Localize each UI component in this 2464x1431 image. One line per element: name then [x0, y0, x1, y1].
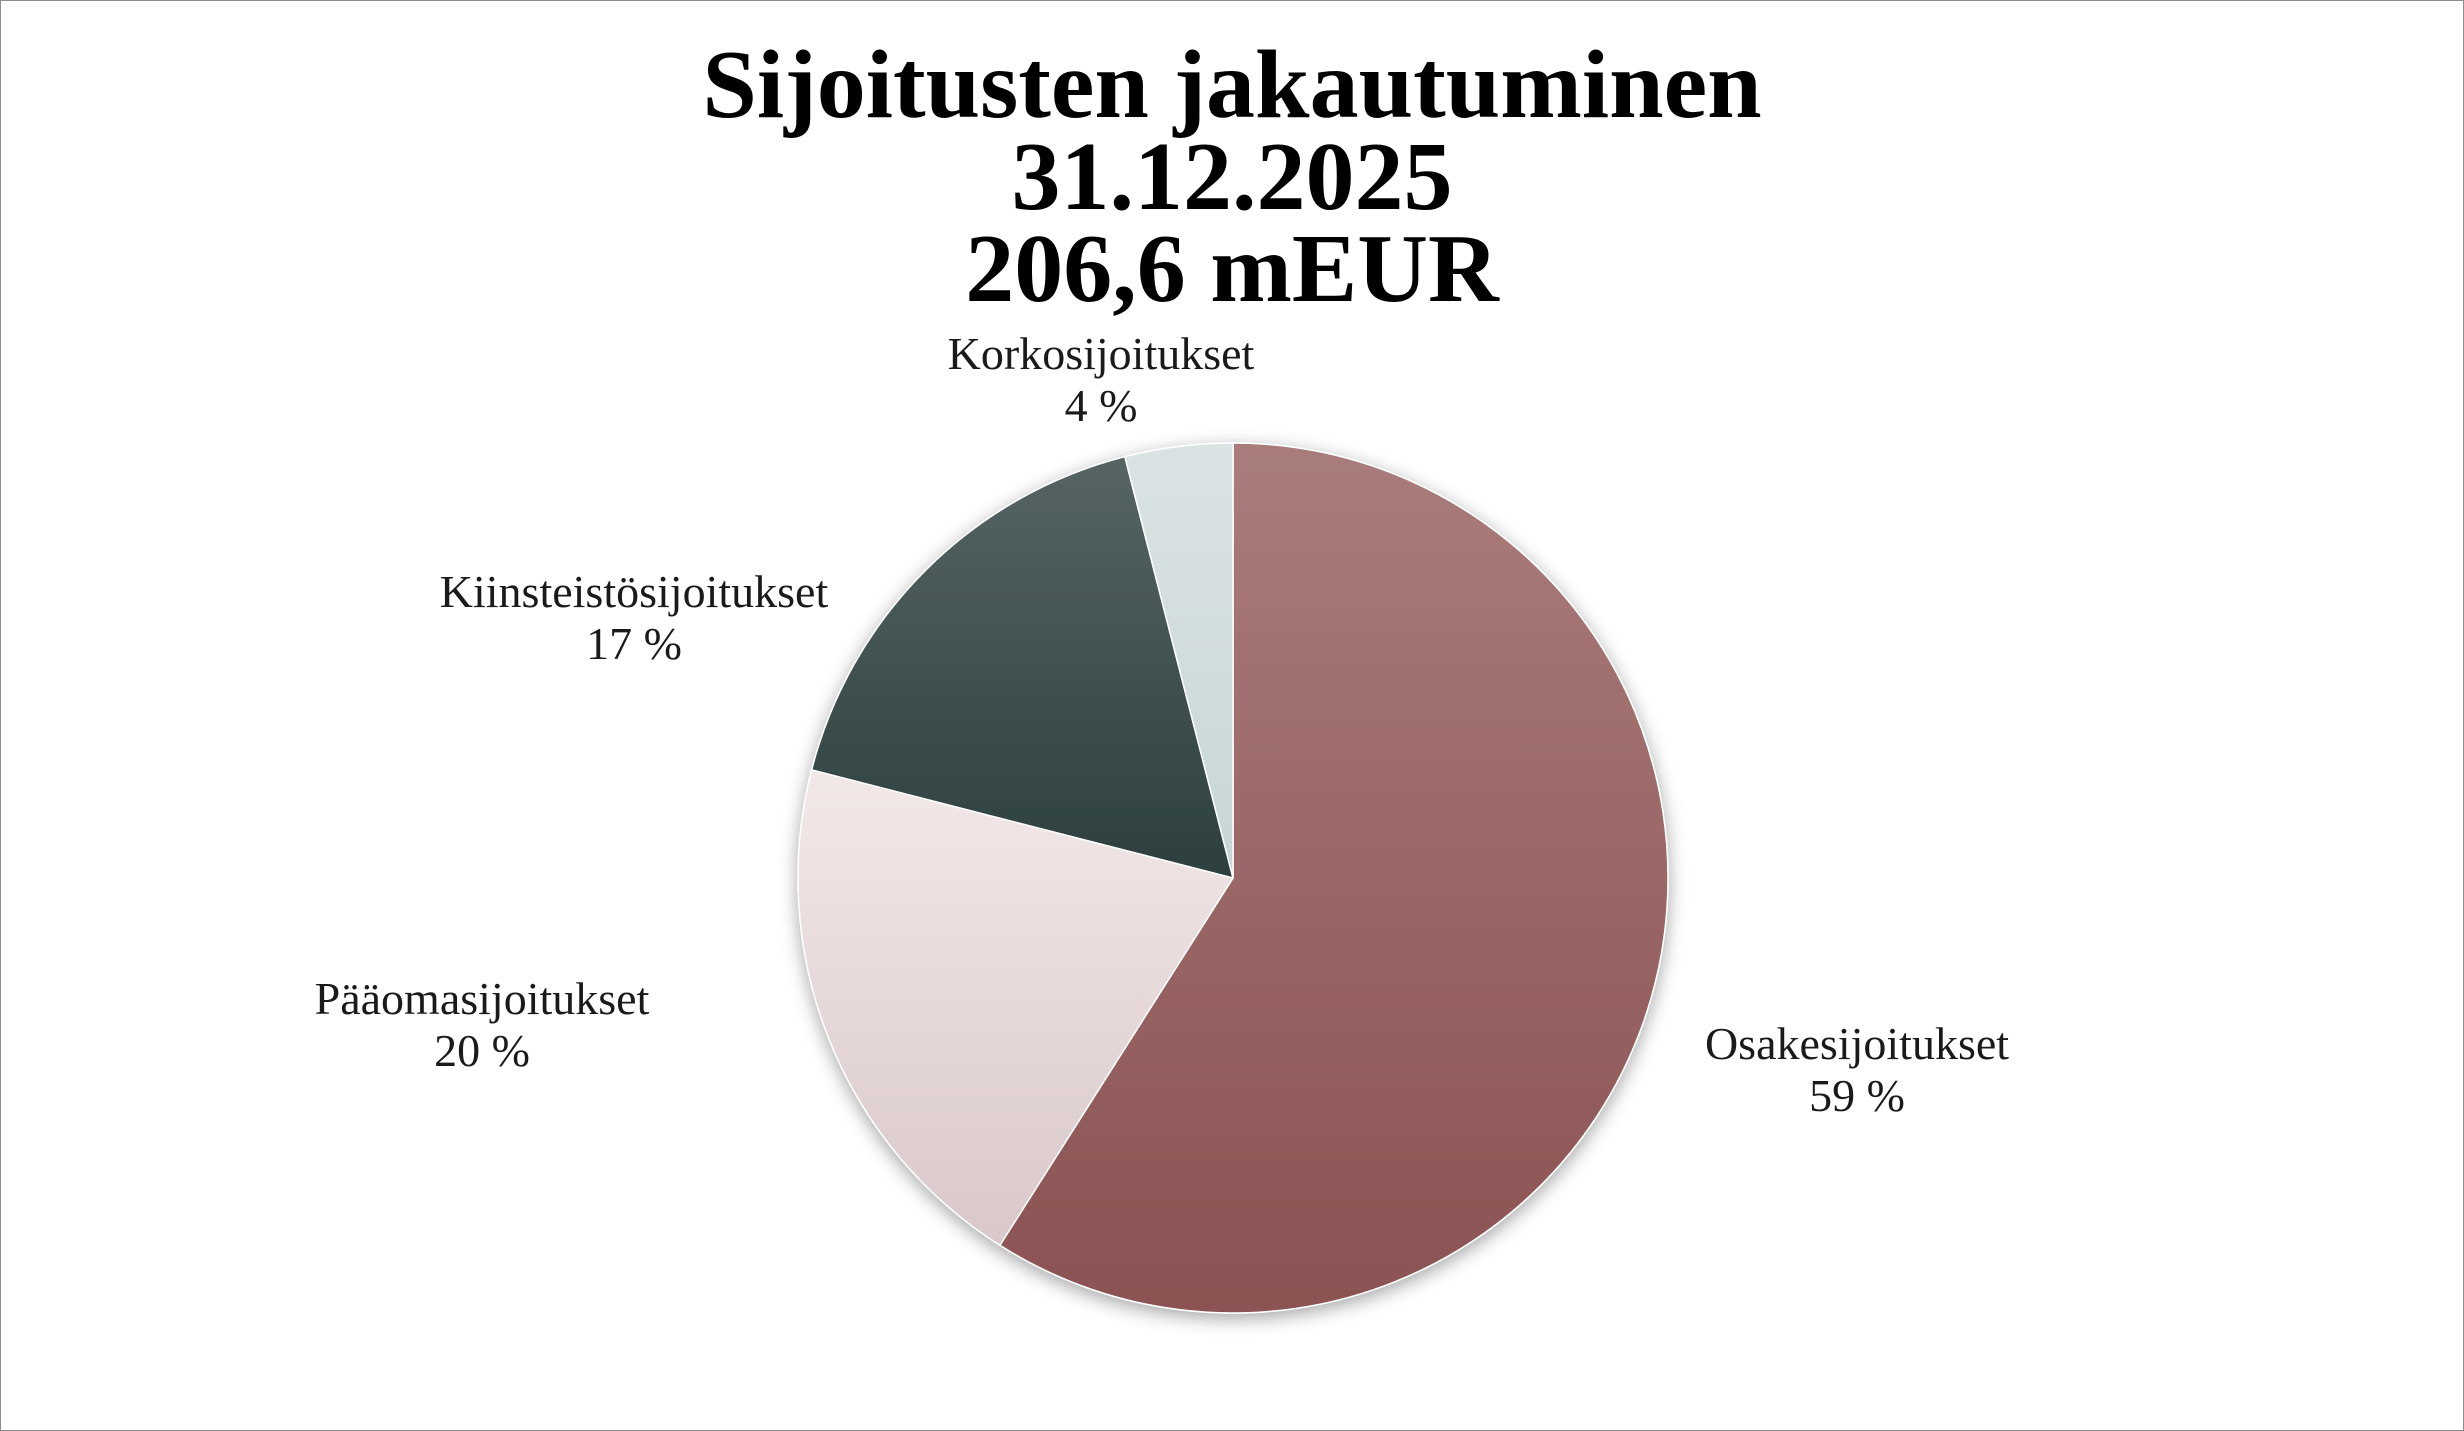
slice-label-osakesijoitukset: Osakesijoitukset 59 %: [1705, 1018, 2009, 1122]
pie-slice-kiinsteistosijoitukset: [810, 455, 1234, 879]
slice-label-korkosijoitukset: Korkosijoitukset 4 %: [948, 328, 1255, 432]
slice-label-name: Pääomasijoitukset: [314, 973, 650, 1024]
pie-slice-korkosijoitukset: [1124, 442, 1234, 879]
slice-label-name: Korkosijoitukset: [947, 328, 1255, 379]
slice-label-name: Kiinsteistösijoitukset: [439, 566, 829, 617]
slice-label-kiinsteistosijoitukset: Kiinsteistösijoitukset 17 %: [440, 566, 828, 670]
pie-slice-paaomasijoitukset: [797, 769, 1234, 1247]
slice-label-name: Osakesijoitukset: [1704, 1018, 2010, 1069]
slice-label-percent: 4 %: [1064, 380, 1138, 431]
chart-subtitle-date: 31.12.2025: [1011, 123, 1453, 231]
slice-label-percent: 20 %: [434, 1025, 530, 1076]
slice-label-percent: 59 %: [1809, 1070, 1905, 1121]
chart-subtitle-total: 206,6 mEUR: [965, 215, 1499, 323]
chart-title: Sijoitusten jakautuminen: [702, 31, 1762, 139]
slice-label-percent: 17 %: [586, 618, 682, 669]
slice-label-paaomasijoitukset: Pääomasijoitukset 20 %: [315, 973, 650, 1077]
pie-slice-osakesijoitukset: [999, 442, 1669, 1314]
chart-title-block: Sijoitusten jakautuminen 31.12.2025 206,…: [1, 31, 2463, 323]
